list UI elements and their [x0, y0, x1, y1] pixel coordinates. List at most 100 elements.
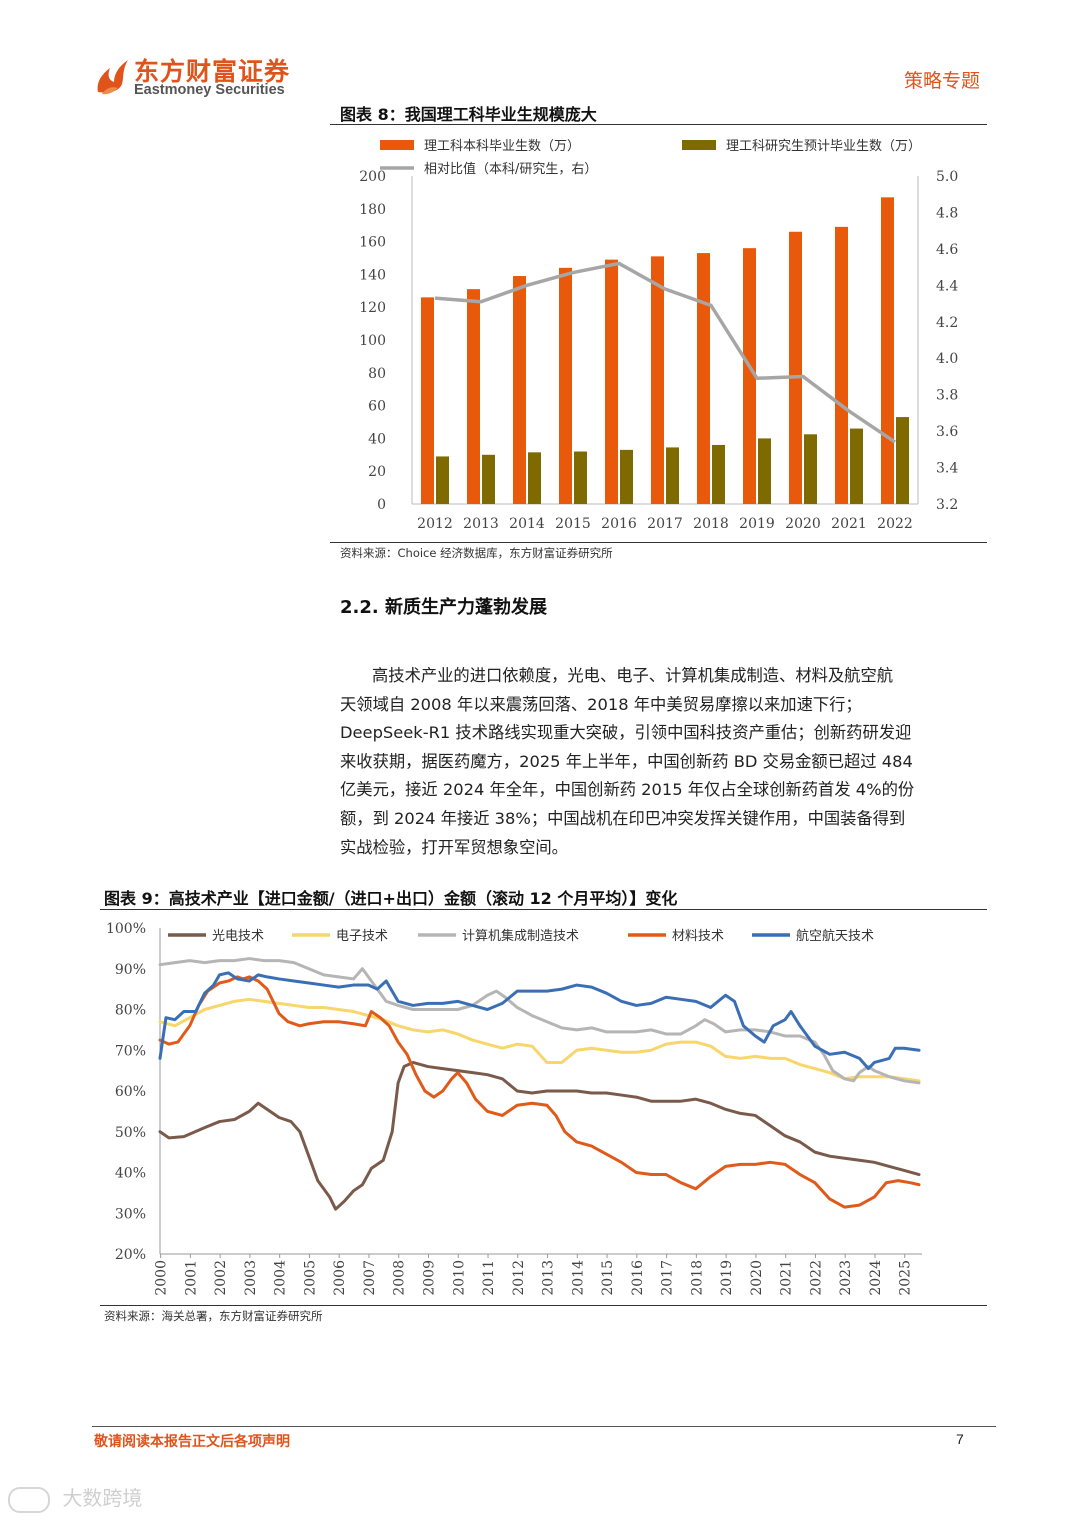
x-tick-label: 2020	[785, 516, 821, 532]
page-number: 7	[956, 1431, 964, 1447]
y2-tick-label: 3.6	[936, 424, 958, 440]
series-line-5	[158, 971, 921, 1071]
legend-label-4: 材料技术	[672, 929, 724, 944]
paragraph-line-3: DeepSeek-R1 技术路线实现重大突破，引领中国科技资产重估；创新药研发迎	[340, 723, 912, 743]
x-tick-label: 2022	[877, 516, 913, 532]
bar-postgrad	[436, 456, 449, 504]
bar-postgrad	[528, 452, 541, 504]
bar-undergrad	[743, 248, 756, 504]
bar-postgrad	[666, 447, 679, 504]
x-tick-label: 2009	[421, 1260, 437, 1296]
bar-undergrad	[697, 253, 710, 504]
x-tick-label: 2017	[647, 516, 683, 532]
figure9-top-rule	[100, 909, 987, 910]
y-tick-label: 100	[359, 333, 386, 349]
bar-undergrad	[789, 231, 802, 504]
x-tick-label: 2010	[451, 1260, 467, 1296]
bar-postgrad	[896, 417, 909, 504]
y-tick-label: 0	[377, 497, 386, 513]
figure9-source: 资料来源：海关总署，东方财富证券研究所	[104, 1309, 323, 1323]
legend-swatch-postgrad	[682, 140, 716, 150]
bar-postgrad	[804, 434, 817, 504]
legend-label-2: 电子技术	[336, 929, 388, 944]
bar-postgrad	[574, 451, 587, 504]
watermark-logo-icon	[8, 1486, 50, 1513]
bar-undergrad	[835, 226, 848, 504]
brand-name-en: Eastmoney Securities	[134, 82, 285, 98]
x-tick-label: 2012	[511, 1260, 527, 1296]
x-tick-label: 2019	[739, 516, 775, 532]
x-tick-label: 2011	[481, 1260, 497, 1296]
figure8-chart: 0 20 40 60 80 100 120 140 160 180 200 3.2 3.4 3.6 3.8 4…	[359, 139, 958, 532]
x-tick-label: 2020	[749, 1260, 765, 1296]
x-tick-label: 2008	[392, 1260, 408, 1296]
bar-undergrad	[605, 259, 618, 504]
y2-tick-label: 4.6	[936, 242, 958, 258]
figure9-title: 图表 9：高技术产业【进口金额/（进口+出口）金额（滚动 12 个月平均）】变化	[104, 889, 678, 908]
figure8-title: 图表 8：我国理工科毕业生规模庞大	[340, 105, 597, 124]
y-tick-label: 180	[359, 202, 386, 218]
x-tick-label: 2013	[541, 1260, 557, 1296]
legend-label-5: 航空航天技术	[796, 928, 874, 944]
bar-undergrad	[651, 256, 664, 504]
figure9-bottom-rule	[100, 1305, 987, 1306]
y-tick-label: 50%	[115, 1125, 146, 1141]
x-tick-label: 2023	[838, 1260, 854, 1296]
brand-logo	[92, 54, 128, 95]
y-tick-label: 90%	[115, 962, 146, 978]
paragraph-line-2: 天领域自 2008 年以来震荡回落、2018 年中美贸易摩擦以来加速下行；	[340, 694, 862, 714]
bar-postgrad	[482, 454, 495, 504]
y-tick-label: 120	[359, 300, 386, 316]
x-tick-label: 2015	[555, 516, 591, 532]
x-tick-label: 2024	[868, 1260, 884, 1296]
y2-tick-label: 4.0	[936, 351, 958, 367]
x-tick-label: 2002	[213, 1260, 229, 1296]
series-line-4	[158, 975, 921, 1209]
bar-postgrad	[712, 444, 725, 504]
y-tick-label: 80	[368, 366, 386, 382]
y2-tick-label: 4.4	[936, 278, 958, 294]
y2-tick-label: 3.2	[936, 497, 958, 513]
bar-postgrad	[850, 428, 863, 504]
x-tick-label: 2007	[362, 1260, 378, 1296]
y-tick-label: 160	[359, 235, 386, 251]
bar-undergrad	[467, 289, 480, 504]
footer-disclaimer: 敬请阅读本报告正文后各项声明	[94, 1434, 290, 1450]
series-line-1	[158, 1060, 921, 1211]
y-tick-label: 60%	[115, 1084, 146, 1100]
x-tick-label: 2006	[332, 1260, 348, 1296]
x-tick-label: 2016	[630, 1260, 646, 1296]
x-tick-label: 2003	[243, 1260, 259, 1296]
figure8-bottom-rule	[330, 542, 987, 543]
y-tick-label: 40%	[115, 1166, 146, 1182]
x-tick-label: 2012	[417, 516, 453, 532]
y-tick-label: 140	[359, 267, 386, 283]
x-tick-label: 2005	[302, 1260, 318, 1296]
x-tick-label: 2000	[154, 1260, 170, 1296]
x-tick-label: 2025	[898, 1260, 914, 1296]
figure8-source: 资料来源：Choice 经济数据库，东方财富证券研究所	[340, 546, 613, 560]
y-tick-label: 70%	[115, 1043, 146, 1059]
y-tick-label: 30%	[115, 1206, 146, 1222]
section-heading: 2.2. 新质生产力蓬勃发展	[340, 597, 547, 618]
legend-label-postgrad: 理工科研究生预计毕业生数（万）	[726, 139, 921, 154]
x-tick-label: 2015	[600, 1260, 616, 1296]
paragraph-line-4: 来收获期，据医药魔方，2025 年上半年，中国创新药 BD 交易金额已超过 48…	[340, 751, 913, 771]
x-tick-label: 2018	[689, 1260, 705, 1296]
watermark-text: 大数跨境	[62, 1486, 143, 1510]
paragraph-line-6: 额，到 2024 年接近 38%；中国战机在印巴冲突发挥关键作用，中国装备得到	[340, 808, 906, 828]
y2-tick-label: 4.8	[936, 205, 958, 221]
x-tick-label: 2021	[779, 1260, 795, 1296]
legend-label-undergrad: 理工科本科毕业生数（万）	[424, 139, 580, 154]
x-tick-label: 2021	[831, 516, 867, 532]
legend-label-ratio: 相对比值（本科/研究生，右）	[424, 161, 597, 177]
x-tick-label: 2004	[273, 1260, 289, 1296]
paragraph-line-1: 高技术产业的进口依赖度，光电、电子、计算机集成制造、材料及航空航	[372, 666, 894, 685]
watermark: 大数跨境	[8, 1482, 142, 1513]
figure8-top-rule	[330, 124, 987, 125]
series-line-2	[158, 997, 921, 1083]
figure9-chart: 20% 30% 40% 50% 60% 70% 80% 90% 100% 2000 2001 2002…	[106, 921, 922, 1296]
y2-tick-label: 3.8	[936, 388, 958, 404]
y-tick-label: 60	[368, 399, 386, 415]
bar-undergrad	[421, 297, 434, 504]
